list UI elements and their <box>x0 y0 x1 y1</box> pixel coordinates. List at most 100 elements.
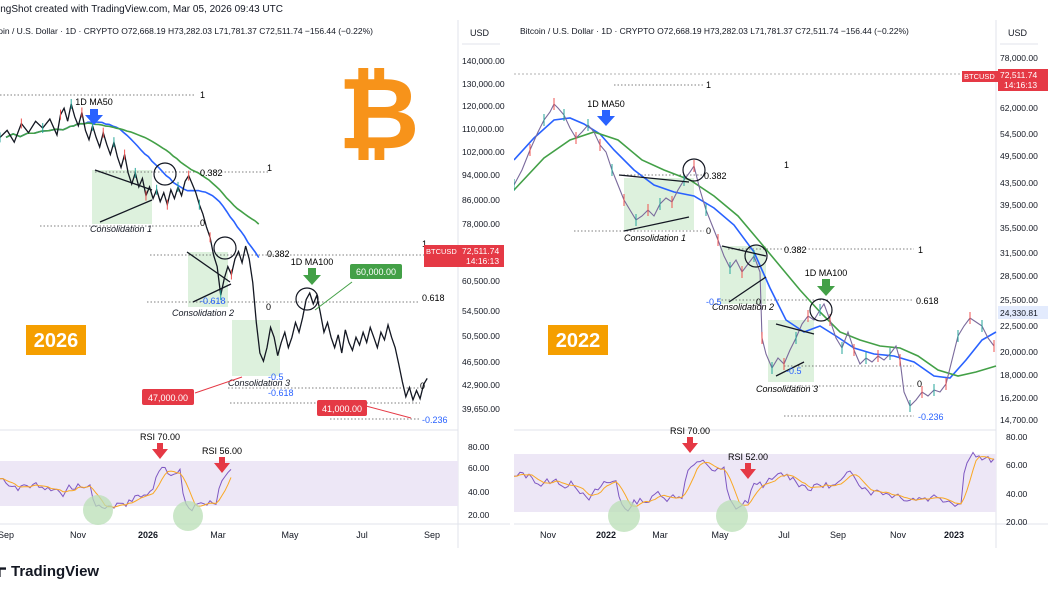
down-arrow-icon <box>303 268 321 285</box>
time-tick-label: Mar <box>210 530 226 540</box>
last-price-tag <box>998 69 1048 91</box>
tradingview-logo[interactable]: TradingView <box>0 563 99 580</box>
pane-divider[interactable] <box>510 20 514 548</box>
rsi-tick-label: 60.00 <box>468 463 490 473</box>
chart-pane-right[interactable]: Bitcoin / U.S. Dollar · 1D · CRYPTO O72,… <box>514 20 1048 548</box>
fib-label: 0 <box>756 297 761 307</box>
fib-label: -0.236 <box>422 415 448 425</box>
last-price-symbol: BTCUSD <box>964 72 995 81</box>
moving-averages <box>5 121 260 258</box>
price-line <box>0 103 428 403</box>
down-arrow-icon <box>740 463 756 479</box>
highlight-circle-3 <box>809 298 833 322</box>
rsi-axis-ticks: 80.00 60.00 40.00 20.00 <box>468 442 490 520</box>
time-axis-ticks: Nov 2022 Mar May Jul Sep Nov 2023 <box>540 530 964 540</box>
chart-right-svg[interactable]: Bitcoin / U.S. Dollar · 1D · CRYPTO O72,… <box>514 20 1048 548</box>
time-tick-label: May <box>281 530 299 540</box>
connector-line <box>314 281 353 311</box>
fib-label: -0.5 <box>706 297 722 307</box>
fib-label: -0.5 <box>786 366 802 376</box>
rsi-tick-label: 60.00 <box>1006 460 1028 470</box>
year-badge <box>26 325 86 355</box>
fib-label: 0.618 <box>916 296 939 306</box>
rsi-label: RSI 70.00 <box>670 426 710 436</box>
connector-line <box>194 376 243 394</box>
fib-lines <box>0 94 425 420</box>
consolidation-label-1: Consolidation 1 <box>90 224 152 234</box>
trendline-2a <box>186 251 231 283</box>
ma100-label: 1D MA100 <box>291 257 334 267</box>
marker-price: 24,330.81 <box>1000 308 1038 318</box>
target-label: 60,000.00 <box>356 267 396 277</box>
plot-area <box>0 20 458 548</box>
price-tick-label: 130,000.00 <box>462 79 505 89</box>
currency-label[interactable]: USD <box>470 28 490 38</box>
fib-label: 0 <box>420 381 425 391</box>
rsi-ma-line <box>514 456 995 507</box>
price-tick-label: 49,500.00 <box>1000 151 1038 161</box>
price-tick-label: 94,000.00 <box>462 170 500 180</box>
year-label: 2022 <box>556 330 601 352</box>
fib-label: 0 <box>917 379 922 389</box>
time-axis-ticks: Sep Nov 2026 Mar May Jul Sep <box>0 530 440 540</box>
price-tick-label: 78,000.00 <box>1000 53 1038 63</box>
time-tick-label: Sep <box>424 530 440 540</box>
year-badge <box>548 325 608 355</box>
rsi-circle-2 <box>716 500 748 532</box>
fib-lines <box>574 84 914 417</box>
rsi-circle-2 <box>173 501 203 531</box>
time-tick-label: Nov <box>540 530 557 540</box>
rsi-label: RSI 52.00 <box>728 452 768 462</box>
price-tick-label: 18,000.00 <box>1000 370 1038 380</box>
low-label-badge <box>142 389 194 405</box>
highlight-circle-1 <box>682 158 706 182</box>
price-series <box>0 98 428 403</box>
price-line <box>514 103 995 407</box>
price-tick-label: 16,200.00 <box>1000 393 1038 403</box>
svg-text:₿: ₿ <box>338 58 420 170</box>
rsi-band <box>0 461 458 506</box>
rsi-ma-line <box>0 470 232 508</box>
chart-pane-left[interactable]: coin / U.S. Dollar · 1D · CRYPTO O72,668… <box>0 20 510 548</box>
fib-label: -0.618 <box>200 296 226 306</box>
trendline-3b <box>775 361 805 377</box>
trendline-2a <box>721 245 767 257</box>
snapshot-caption: ingShot created with TradingView.com, Ma… <box>0 4 283 15</box>
rsi-tick-label: 40.00 <box>1006 489 1028 499</box>
rsi-band <box>514 454 996 512</box>
rsi-circle-1 <box>83 495 113 525</box>
last-price-symbol: BTCUSD <box>426 247 457 256</box>
trendline-1b <box>623 216 690 232</box>
chart-left-svg[interactable]: coin / U.S. Dollar · 1D · CRYPTO O72,668… <box>0 20 510 548</box>
trendline-1a <box>94 169 153 191</box>
price-tick-label: 28,500.00 <box>1000 271 1038 281</box>
fib-label: 0.382 <box>704 171 727 181</box>
legend-line: coin / U.S. Dollar · 1D · CRYPTO O72,668… <box>0 26 373 36</box>
ma50-label: 1D MA50 <box>587 99 625 109</box>
time-tick-label: 2026 <box>138 530 158 540</box>
currency-label[interactable]: USD <box>1008 28 1028 38</box>
price-tick-label: 86,000.00 <box>462 195 500 205</box>
fib-label: 0.382 <box>267 249 290 259</box>
consolidation-box-2 <box>720 246 766 304</box>
consolidation-box-2 <box>188 252 228 307</box>
rsi-series <box>514 451 995 512</box>
price-tick-label: 60,500.00 <box>462 276 500 286</box>
last-price-tag <box>424 245 504 267</box>
legend-line: Bitcoin / U.S. Dollar · 1D · CRYPTO O72,… <box>520 26 909 36</box>
price-tick-label: 35,500.00 <box>1000 223 1038 233</box>
fib-label: 1 <box>706 80 711 90</box>
fib-label: 1 <box>918 245 923 255</box>
fib-label: -0.5 <box>268 372 284 382</box>
rsi-circle-1 <box>608 500 640 532</box>
low-label-badge <box>317 400 367 416</box>
tradingview-icon <box>0 567 6 577</box>
rsi-tick-label: 80.00 <box>468 442 490 452</box>
price-tick-label: 54,500.00 <box>462 306 500 316</box>
price-tick-label: 43,500.00 <box>1000 178 1038 188</box>
time-tick-label: Jul <box>356 530 368 540</box>
price-tick-label: 31,500.00 <box>1000 248 1038 258</box>
price-tick-label: 140,000.00 <box>462 56 505 66</box>
last-price-countdown: 14:16:13 <box>466 256 499 266</box>
time-tick-label: Sep <box>830 530 846 540</box>
